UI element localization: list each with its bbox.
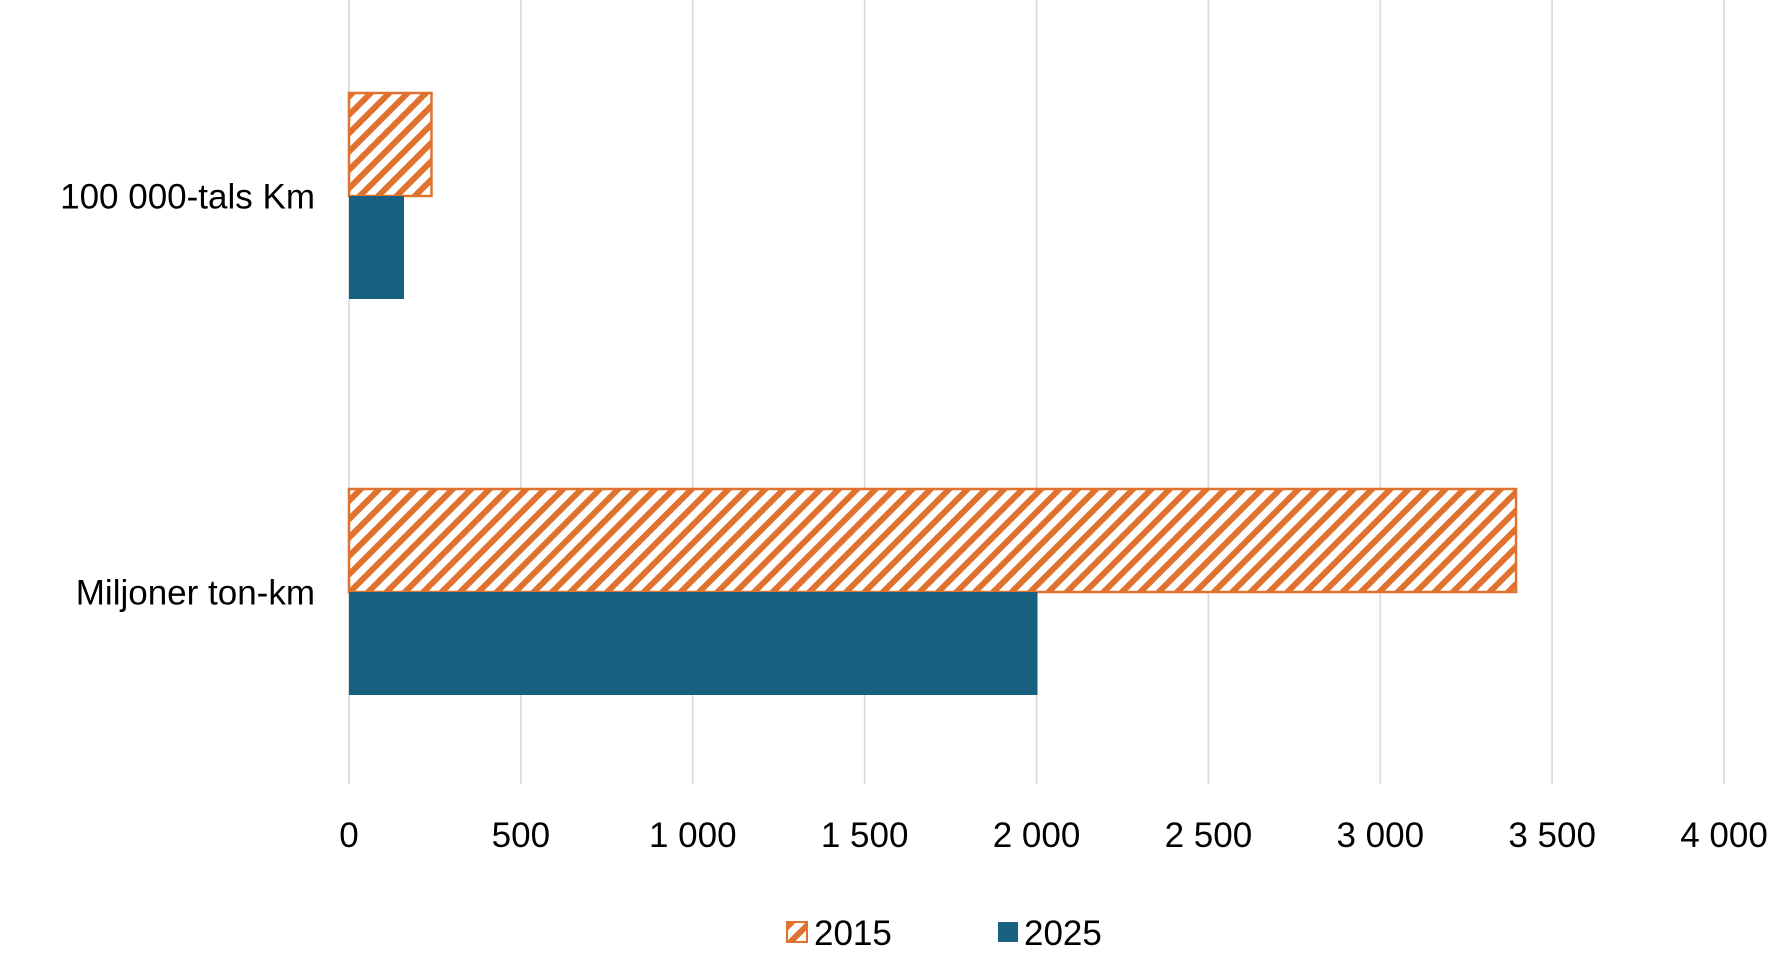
bars [347,91,1518,695]
x-tick-label: 4 000 [1680,816,1768,855]
x-tick-label: 3 500 [1508,816,1596,855]
bar-2015-2 [347,487,1518,594]
bar-2015-1 [347,91,433,198]
category-label: 100 000-tals Km [60,178,315,217]
legend-swatch-2015 [786,921,808,943]
legend-swatch-2025 [998,922,1018,942]
x-tick-label: 3 000 [1336,816,1424,855]
x-tick-label: 1 500 [821,816,909,855]
x-axis-tick-labels: 0 500 1 000 1 500 2 000 2 500 3 000 3 500 4 000 [339,816,1768,855]
x-tick-label: 2 500 [1165,816,1253,855]
gridlines [348,0,1725,784]
x-tick-label: 500 [492,816,550,855]
x-tick-label: 2 000 [993,816,1081,855]
bar-2025-1 [349,196,404,299]
category-labels: 100 000-tals Km Miljoner ton-km [60,178,315,613]
x-tick-label: 1 000 [649,816,737,855]
legend-label-2025: 2025 [1024,914,1102,953]
legend: 2015 2025 [786,914,1102,953]
bar-2025-2 [349,592,1038,695]
legend-label-2015: 2015 [814,914,892,953]
x-tick-label: 0 [339,816,358,855]
category-label: Miljoner ton-km [76,574,315,613]
